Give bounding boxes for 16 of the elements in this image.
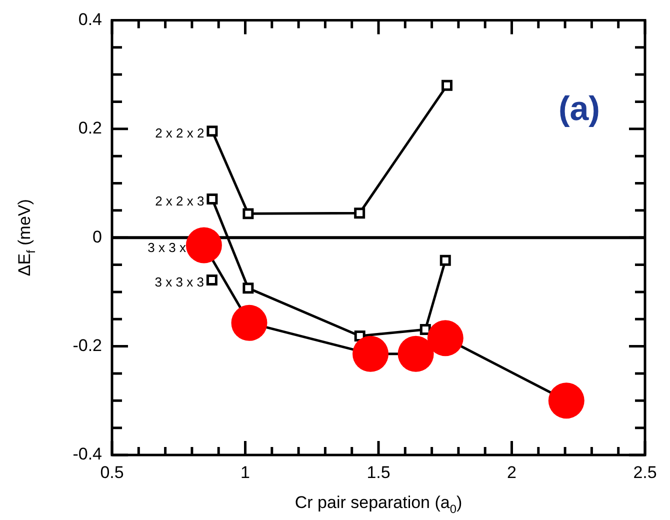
annotation: (a) xyxy=(558,90,600,128)
series-label: 3 x 3 x xyxy=(148,240,186,255)
y-tick-label: 0.4 xyxy=(78,10,102,29)
y-tick-label: -0.2 xyxy=(72,336,102,355)
series-label: 2 x 2 x 3 xyxy=(155,194,204,209)
x-tick-label: 2 xyxy=(507,462,516,482)
y-tick-label: 0.2 xyxy=(78,118,102,138)
y-axis-title: ΔEf (meV) xyxy=(15,199,38,276)
y-tick-label: -0.4 xyxy=(72,444,102,464)
legend-label: 2 x 2 x 2 xyxy=(155,126,204,141)
y-tick-label: 0 xyxy=(92,227,102,246)
x-tick-label: 0.5 xyxy=(100,462,124,482)
series-label: 3 x 3 x 3 xyxy=(154,274,204,290)
x-tick-label: 1.5 xyxy=(366,462,390,482)
x-tick-label: 1 xyxy=(240,462,250,482)
x-tick-label: 2.5 xyxy=(633,462,657,482)
